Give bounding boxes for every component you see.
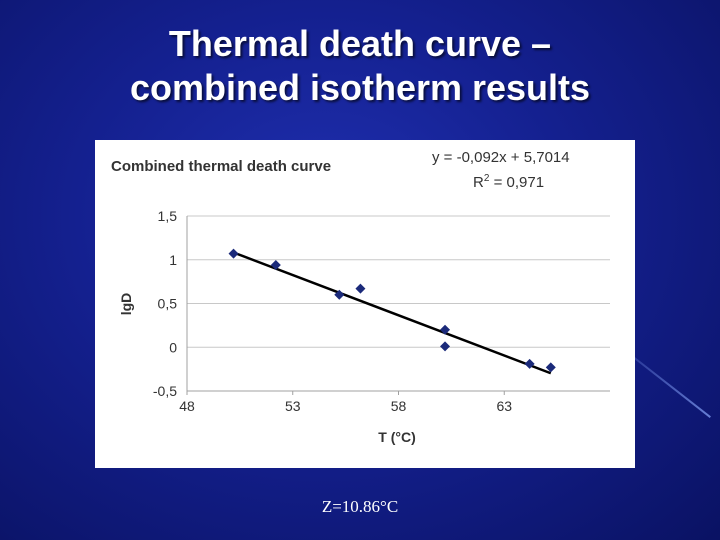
r-squared-superscript: 2 [484, 173, 490, 184]
chart-title: Combined thermal death curve [111, 158, 331, 175]
x-tick-label-2: 58 [391, 398, 407, 414]
y-tick-label-1: 1 [169, 252, 177, 268]
z-value-footer: Z=10.86°C [321, 497, 399, 516]
r-squared-label: R2 = 0,971 [473, 173, 544, 191]
y-tick-label-0: 1,5 [158, 208, 178, 224]
slide-title-line-2: combined isotherm results [129, 67, 591, 108]
x-tick-label-1: 53 [285, 398, 301, 414]
slide-title: Thermal death curve – combined isotherm … [0, 22, 720, 110]
x-axis-title: T (°C) [378, 429, 415, 445]
data-point-0 [228, 248, 239, 259]
data-point-2 [334, 289, 345, 300]
x-tick-label-3: 63 [496, 398, 512, 414]
y-tick-label-3: 0 [169, 339, 177, 355]
r-squared-prefix: R [473, 174, 484, 191]
data-point-7 [545, 362, 556, 373]
data-point-6 [524, 358, 535, 369]
x-tick-label-0: 48 [179, 398, 195, 414]
plot-area: 1,5 1 0,5 0 -0,548 53 58 63 [153, 208, 610, 414]
slide-title-line-1: Thermal death curve – [168, 23, 552, 64]
y-tick-label-4: -0,5 [153, 383, 177, 399]
r-squared-value: = 0,971 [489, 174, 544, 191]
y-axis-title: lgD [118, 293, 134, 316]
data-point-5 [440, 341, 451, 352]
trendline-equation: y = -0,092x + 5,7014 [432, 149, 570, 166]
thermal-death-chart: Combined thermal death curve y = -0,092x… [111, 149, 610, 445]
data-point-4 [440, 324, 451, 335]
data-point-1 [270, 260, 281, 270]
trendline [233, 251, 552, 375]
data-point-3 [355, 283, 366, 294]
chart-panel: Combined thermal death curve y = -0,092x… [95, 140, 635, 468]
y-tick-label-2: 0,5 [158, 296, 178, 312]
